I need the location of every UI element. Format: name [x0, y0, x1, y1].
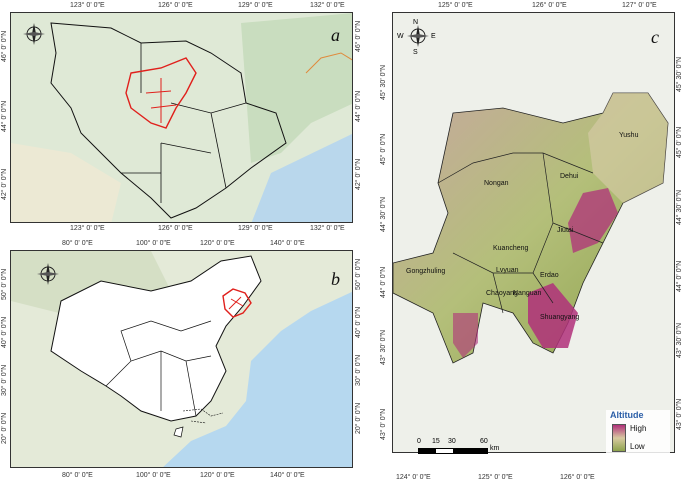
panel-letter-c: c [651, 27, 659, 47]
compass-e-label: E [431, 33, 436, 40]
c-y-tick-3: 44° 30' 0"N [380, 196, 387, 232]
a-x-tick-3: 129° 0' 0"E [238, 2, 273, 9]
b-y-tick-right-4: 20° 0' 0"N [355, 402, 362, 434]
b-y-tick-right-1: 50° 0' 0"N [355, 258, 362, 290]
c-y-tick-right-4: 44° 0' 0"N [676, 260, 683, 292]
legend-title: Altitude [610, 410, 644, 420]
altitude-legend: Altitude High Low [606, 410, 670, 454]
elevation-map-c [393, 13, 674, 452]
c-y-tick-right-5: 43° 30' 0"N [676, 322, 683, 358]
a-x-tick-4: 132° 0' 0"E [310, 2, 345, 9]
legend-low-label: Low [630, 442, 645, 451]
compass-n-label: N [413, 19, 419, 26]
province-map-a [11, 13, 352, 222]
district-label-kuancheng: Kuancheng [493, 245, 529, 252]
district-label-erdao: Erdao [540, 272, 559, 279]
c-y-tick-right-2: 45° 0' 0"N [676, 126, 683, 158]
c-y-tick-2: 45° 0' 0"N [380, 133, 387, 165]
scale-tick-60: 60 [480, 438, 488, 445]
panel-letter-a: a [331, 25, 340, 45]
country-map-b [11, 251, 352, 467]
a-y-tick-right-3: 42° 0' 0"N [355, 158, 362, 190]
b-y-tick-2: 40° 0' 0"N [1, 316, 8, 348]
district-label-nongan: Nongan [484, 180, 509, 187]
map-panel-a: a [10, 12, 353, 223]
district-label-lvyuan: Lvyuan [496, 267, 519, 274]
compass-icon [23, 23, 45, 45]
a-y-tick-right-1: 46° 0' 0"N [355, 20, 362, 52]
c-x-tick-3: 126° 0' 0"E [532, 2, 567, 9]
c-y-tick-6: 43° 0' 0"N [380, 408, 387, 440]
scale-tick-30: 30 [448, 438, 456, 445]
b-x-tick-bottom-1: 80° 0' 0"E [62, 472, 93, 479]
b-y-tick-3: 30° 0' 0"N [1, 364, 8, 396]
c-y-tick-5: 43° 30' 0"N [380, 329, 387, 365]
c-y-tick-right-3: 44° 30' 0"N [676, 189, 683, 225]
b-x-tick-1: 80° 0' 0"E [62, 240, 93, 247]
district-label-dehui: Dehui [560, 173, 579, 180]
scale-unit: km [490, 445, 500, 452]
scale-bar: 0 15 30 60 km [414, 438, 524, 454]
district-label-gongzhuling: Gongzhuling [406, 268, 446, 275]
district-label-jiutai: Jiutai [557, 227, 574, 234]
legend-gradient [612, 424, 626, 452]
b-x-tick-4: 140° 0' 0"E [270, 240, 305, 247]
c-y-tick-4: 44° 0' 0"N [380, 266, 387, 298]
b-y-tick-right-3: 30° 0' 0"N [355, 354, 362, 386]
map-panel-c: c N S E W [392, 12, 675, 453]
a-y-tick-2: 44° 0' 0"N [1, 100, 8, 132]
b-x-tick-bottom-4: 140° 0' 0"E [270, 472, 305, 479]
a-x-tick-bottom-2: 126° 0' 0"E [158, 225, 193, 232]
a-x-tick-2: 126° 0' 0"E [158, 2, 193, 9]
c-x-tick-bottom-1: 124° 0' 0"E [396, 474, 431, 481]
c-y-tick-right-6: 43° 0' 0"N [676, 398, 683, 430]
b-y-tick-1: 50° 0' 0"N [1, 268, 8, 300]
scale-bar-graphic [418, 448, 488, 454]
b-y-tick-right-2: 40° 0' 0"N [355, 306, 362, 338]
c-x-tick-bottom-3: 126° 0' 0"E [560, 474, 595, 481]
district-label-chaoyang: Chaoyang [486, 290, 518, 297]
a-x-tick-bottom-4: 132° 0' 0"E [310, 225, 345, 232]
c-x-tick-bottom-2: 125° 0' 0"E [478, 474, 513, 481]
b-y-tick-4: 20° 0' 0"N [1, 412, 8, 444]
a-x-tick-1: 123° 0' 0"E [70, 2, 105, 9]
legend-high-label: High [630, 424, 647, 433]
compass-icon [407, 25, 429, 47]
scale-tick-15: 15 [432, 438, 440, 445]
a-y-tick-right-2: 44° 0' 0"N [355, 90, 362, 122]
compass-s-label: S [413, 49, 418, 56]
panel-letter-b: b [331, 269, 340, 289]
c-x-tick-2: 125° 0' 0"E [438, 2, 473, 9]
compass-w-label: W [397, 33, 404, 40]
district-label-nanguan: Nanguan [513, 290, 542, 297]
district-label-yushu: Yushu [619, 132, 639, 139]
b-x-tick-bottom-3: 120° 0' 0"E [200, 472, 235, 479]
a-y-tick-1: 46° 0' 0"N [1, 30, 8, 62]
b-x-tick-2: 100° 0' 0"E [136, 240, 171, 247]
b-x-tick-bottom-2: 100° 0' 0"E [136, 472, 171, 479]
compass-icon [37, 263, 59, 285]
scale-tick-0: 0 [417, 438, 421, 445]
c-y-tick-1: 45° 30' 0"N [380, 64, 387, 100]
map-panel-b: b [10, 250, 353, 468]
a-y-tick-3: 42° 0' 0"N [1, 168, 8, 200]
district-label-shuangyang: Shuangyang [540, 314, 580, 321]
c-x-tick-4: 127° 0' 0"E [622, 2, 657, 9]
b-x-tick-3: 120° 0' 0"E [200, 240, 235, 247]
a-x-tick-bottom-3: 129° 0' 0"E [238, 225, 273, 232]
a-x-tick-bottom-1: 123° 0' 0"E [70, 225, 105, 232]
c-y-tick-right-1: 45° 30' 0"N [676, 56, 683, 92]
